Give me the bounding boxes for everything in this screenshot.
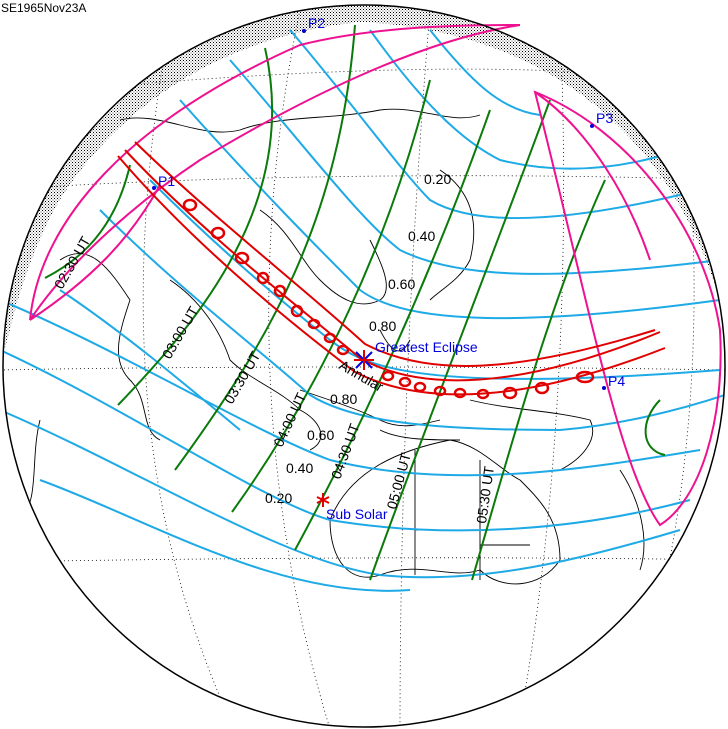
magnitude-label: 0.80	[330, 391, 357, 407]
magnitude-label: 0.20	[424, 171, 451, 187]
time-label: 05:30 UT	[473, 465, 497, 525]
p4-marker	[602, 386, 606, 390]
magnitude-label: 0.40	[286, 460, 313, 476]
p1-label: P1	[158, 173, 175, 189]
p3-marker	[590, 124, 594, 128]
p4-label: P4	[608, 373, 625, 389]
p1-marker	[152, 186, 156, 190]
globe-outline	[2, 4, 726, 728]
time-label: 02:30 UT	[51, 233, 94, 291]
magnitude-label: 0.40	[408, 228, 435, 244]
sub-solar-label: Sub Solar	[326, 506, 388, 522]
central-path	[117, 141, 666, 400]
p2-label: P2	[308, 15, 325, 31]
magnitude-label: 0.60	[307, 427, 334, 443]
p3-label: P3	[596, 110, 613, 126]
penumbral-limits	[29, 24, 722, 527]
time-label: 04:00 UT	[270, 390, 309, 449]
magnitude-label: 0.80	[369, 318, 396, 334]
magnitude-lines	[3, 29, 725, 592]
magnitude-label: 0.60	[388, 276, 415, 292]
map-title: SE1965Nov23A	[1, 1, 87, 15]
magnitude-labels: 0.20 0.40 0.60 0.80 0.80 0.60 0.40 0.20	[265, 171, 451, 506]
time-label: 03:30 UT	[221, 348, 264, 406]
greatest-eclipse-label: Greatest Eclipse	[375, 339, 478, 355]
greatest-eclipse-marker	[354, 350, 374, 370]
magnitude-label: 0.20	[265, 490, 292, 506]
p2-marker	[302, 29, 306, 33]
sub-solar-marker	[316, 493, 330, 507]
time-label: 03:00 UT	[159, 303, 202, 361]
